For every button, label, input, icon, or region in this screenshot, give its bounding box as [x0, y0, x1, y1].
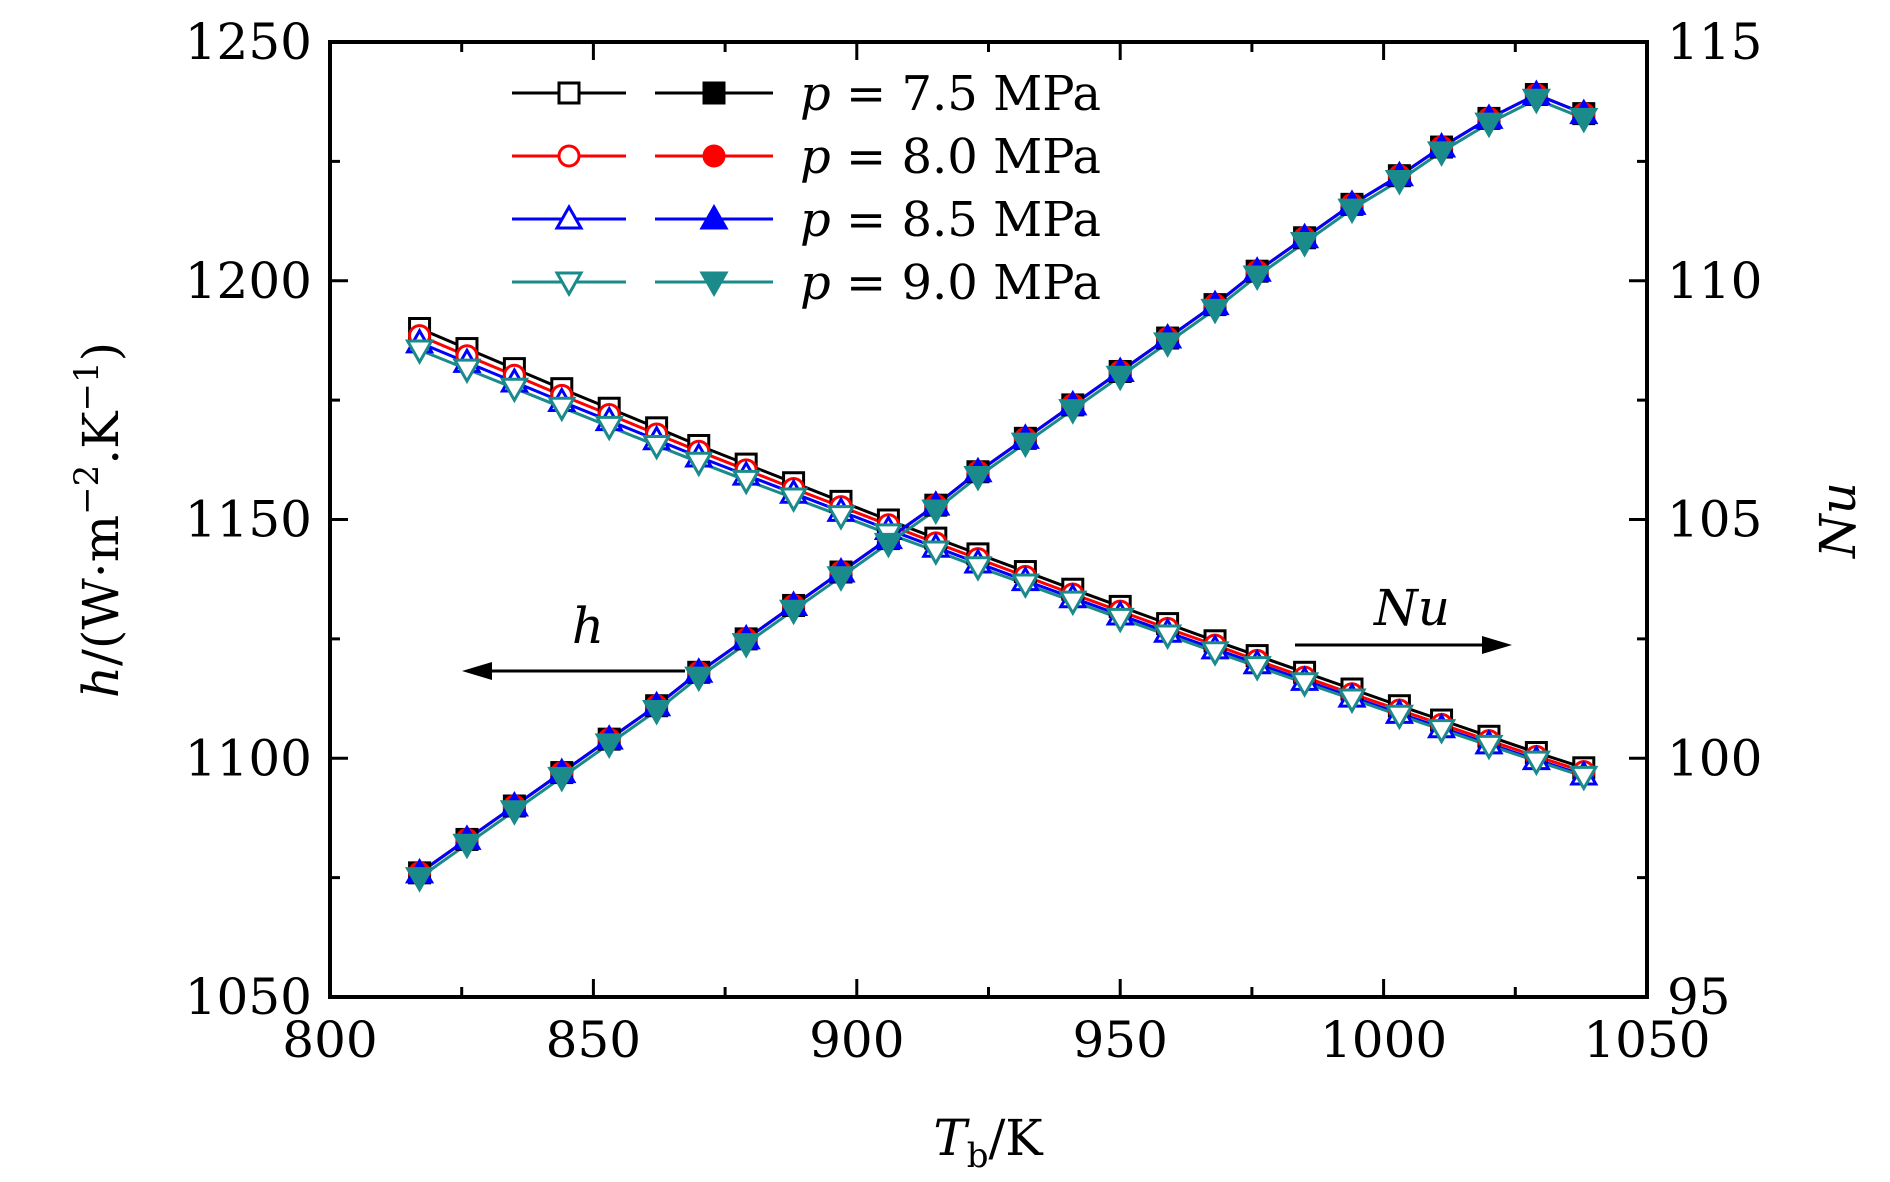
h-point-triangle-down-marker	[1200, 641, 1230, 667]
x-tick-label: 1000	[1320, 1011, 1447, 1069]
h-point-triangle-down-marker	[1521, 750, 1551, 777]
nu-point-triangle-down-marker	[547, 766, 577, 793]
x-tick-label: 850	[546, 1011, 641, 1069]
annotation-h: h	[462, 597, 685, 680]
legend: p = 7.5 MPa p = 8.0 MPa p = 8.5 MPa p = 9.0…	[512, 66, 1101, 311]
left-y-tick-label: 1150	[185, 491, 312, 549]
legend-circle-marker-filled	[702, 144, 726, 168]
h-point-triangle-down-marker	[1058, 590, 1088, 617]
h-point-triangle-down-marker	[963, 556, 993, 582]
annotation-nu: Nu	[1295, 579, 1512, 654]
h-point-triangle-down-marker	[778, 487, 809, 514]
nu-point-triangle-down-marker	[1289, 232, 1320, 258]
x-axis-ticks: 800 850 900 950 1000 1050	[282, 42, 1711, 1069]
right-y-tick-label: 115	[1667, 13, 1762, 71]
left-y-axis-title: h/(W·m−2.K−1)	[67, 342, 130, 698]
plot-markers	[404, 79, 1599, 893]
left-y-tick-label: 1200	[185, 252, 312, 310]
nu-point-triangle-down-marker	[1426, 141, 1457, 167]
right-y-tick-label: 100	[1667, 729, 1762, 787]
nu-point-triangle-down-marker	[1153, 332, 1183, 358]
nu-point-triangle-down-marker	[1010, 432, 1040, 459]
h-point-triangle-down-marker	[499, 377, 529, 404]
h-point-triangle-down-marker	[731, 469, 761, 496]
nu-point-triangle-down-marker	[1200, 298, 1230, 325]
right-y-tick-label: 110	[1667, 252, 1762, 310]
right-y-tick-label: 95	[1667, 968, 1731, 1026]
legend-square-marker-open	[557, 81, 581, 105]
h-point-triangle-down-marker	[1337, 688, 1367, 715]
nu-point-triangle-down-marker	[1242, 265, 1272, 291]
nu-point-triangle-down-marker	[1521, 88, 1551, 115]
nu-point-triangle-down-marker	[921, 499, 951, 525]
h-point-triangle-down-marker	[921, 540, 951, 567]
h-point-triangle-down-marker	[1105, 607, 1135, 634]
nu-point-triangle-down-marker	[963, 466, 993, 492]
h-point-triangle-down-marker	[1242, 656, 1272, 682]
h-point-triangle-down-marker	[826, 505, 856, 531]
h-point-triangle-down-marker	[1569, 765, 1599, 792]
h-point-triangle-down-marker	[1474, 734, 1504, 761]
legend-circle-marker-open	[557, 144, 581, 168]
nu-point-triangle-down-marker	[873, 532, 903, 559]
h-point-triangle-down-marker	[1010, 573, 1040, 599]
nu-point-triangle-down-marker	[499, 800, 529, 826]
left-y-tick-label: 1050	[185, 968, 312, 1026]
nu-point-triangle-down-marker	[1569, 107, 1599, 134]
right-y-tick-label: 105	[1667, 491, 1762, 549]
h-point-triangle-down-marker	[594, 415, 624, 442]
h-point-triangle-down-marker	[404, 339, 435, 366]
h-point-triangle-down-marker	[1289, 672, 1320, 698]
nu-point-triangle-down-marker	[404, 867, 435, 893]
nu-point-triangle-down-marker	[778, 599, 809, 626]
h-point-triangle-down-marker	[1426, 719, 1457, 745]
legend-triangle-up-marker-filled	[699, 203, 729, 230]
nu-point-triangle-down-marker	[1474, 112, 1504, 139]
nu-point-triangle-down-marker	[684, 666, 714, 693]
nu-point-triangle-down-marker	[452, 833, 482, 860]
legend-label: p = 7.5 MPa	[800, 66, 1101, 122]
legend-triangle-down-marker-filled	[699, 271, 729, 298]
nu-point-triangle-down-marker	[1384, 169, 1414, 196]
h-point-triangle-down-marker	[1384, 704, 1414, 731]
nu-point-triangle-down-marker	[1058, 399, 1088, 425]
nu-point-triangle-down-marker	[642, 700, 672, 726]
nu-point-triangle-down-marker	[826, 566, 856, 592]
nu-point-triangle-down-marker	[594, 733, 624, 759]
annotation-h-arrowhead	[462, 662, 492, 680]
x-tick-label: 900	[809, 1011, 904, 1069]
x-tick-label: 1050	[1583, 1011, 1710, 1069]
h-point-triangle-down-marker	[684, 451, 714, 478]
left-y-tick-label: 1250	[185, 13, 312, 71]
nu-point-triangle-down-marker	[1337, 198, 1367, 225]
annotation-nu-label: Nu	[1373, 579, 1450, 637]
annotation-h-label: h	[572, 597, 604, 655]
legend-label: p = 8.0 MPa	[800, 129, 1101, 185]
x-tick-label: 800	[282, 1011, 377, 1069]
right-y-axis-title: Nu	[1809, 482, 1867, 559]
nu-point-triangle-down-marker	[731, 633, 761, 659]
h-point-triangle-down-marker	[1153, 624, 1183, 651]
legend-square-marker-filled	[702, 81, 726, 105]
x-tick-label: 950	[1072, 1011, 1167, 1069]
right-y-axis-ticks: 95 100 105 110 115	[1629, 13, 1762, 1026]
annotation-nu-arrowhead	[1482, 636, 1512, 654]
x-axis-title: Tb/K	[933, 1109, 1044, 1176]
nu-point-triangle-down-marker	[1105, 365, 1135, 392]
h-point-triangle-down-marker	[547, 396, 577, 423]
left-y-tick-label: 1100	[185, 729, 312, 787]
legend-triangle-down-marker-open	[554, 271, 584, 298]
left-y-axis-ticks: 1050 1100 1150 1200 1250	[185, 13, 348, 1026]
h-point-triangle-down-marker	[642, 434, 672, 461]
h-point-triangle-down-marker	[452, 358, 482, 385]
legend-label: p = 8.5 MPa	[800, 192, 1101, 248]
legend-triangle-up-marker-open	[554, 203, 584, 230]
plot-frame	[328, 40, 1649, 999]
legend-label: p = 9.0 MPa	[800, 255, 1101, 311]
